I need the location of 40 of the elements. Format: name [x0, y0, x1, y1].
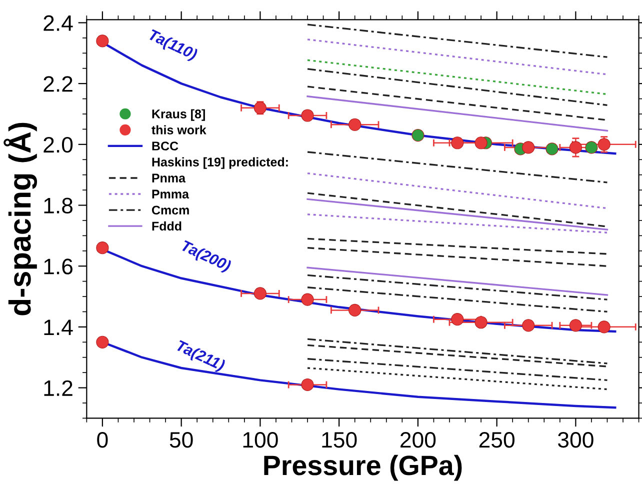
point: [598, 320, 610, 334]
point: [254, 102, 266, 114]
point: [254, 287, 266, 300]
y-tick-label: 1.2: [44, 380, 72, 396]
x-tick-label: 300: [558, 432, 594, 448]
point: [301, 293, 314, 306]
point: [546, 142, 558, 156]
legend-label: BCC: [152, 142, 178, 150]
x-tick-label: 200: [400, 432, 436, 448]
legend-label: Pmma: [152, 190, 190, 199]
legend-title: Haskins [19] predicted:: [152, 157, 288, 169]
legend-label: Fddd: [152, 221, 182, 231]
point: [301, 378, 314, 392]
point: [474, 316, 488, 329]
y-tick-label: 2.2: [44, 76, 72, 92]
x-tick-label: 50: [170, 432, 193, 448]
x-tick-label: 100: [243, 432, 278, 448]
legend-label: Kraus [8]: [152, 109, 205, 121]
point: [569, 141, 582, 154]
y-tick-label: 1.8: [44, 198, 73, 214]
y-axis-title: d-spacing (Å): [4, 122, 38, 316]
x-tick-label: 250: [479, 432, 514, 448]
x-axis-title: Pressure (GPa): [264, 454, 462, 481]
point: [585, 141, 598, 154]
y-tick-label: 1.6: [44, 258, 72, 274]
legend-label: Cmcm: [152, 206, 189, 215]
legend-label: this work: [152, 125, 206, 134]
x-tick-label: 0: [97, 432, 108, 448]
y-tick-label: 2.4: [44, 15, 73, 31]
point: [96, 242, 109, 254]
point: [348, 304, 362, 316]
y-tick-label: 1.4: [44, 320, 73, 335]
point: [96, 336, 109, 348]
x-tick-label: 150: [322, 432, 357, 448]
legend-label: Pnma: [152, 174, 186, 182]
point: [522, 319, 535, 332]
point: [412, 128, 424, 142]
point: [569, 319, 582, 332]
point: [451, 313, 464, 326]
y-tick-label: 2.0: [44, 136, 73, 153]
